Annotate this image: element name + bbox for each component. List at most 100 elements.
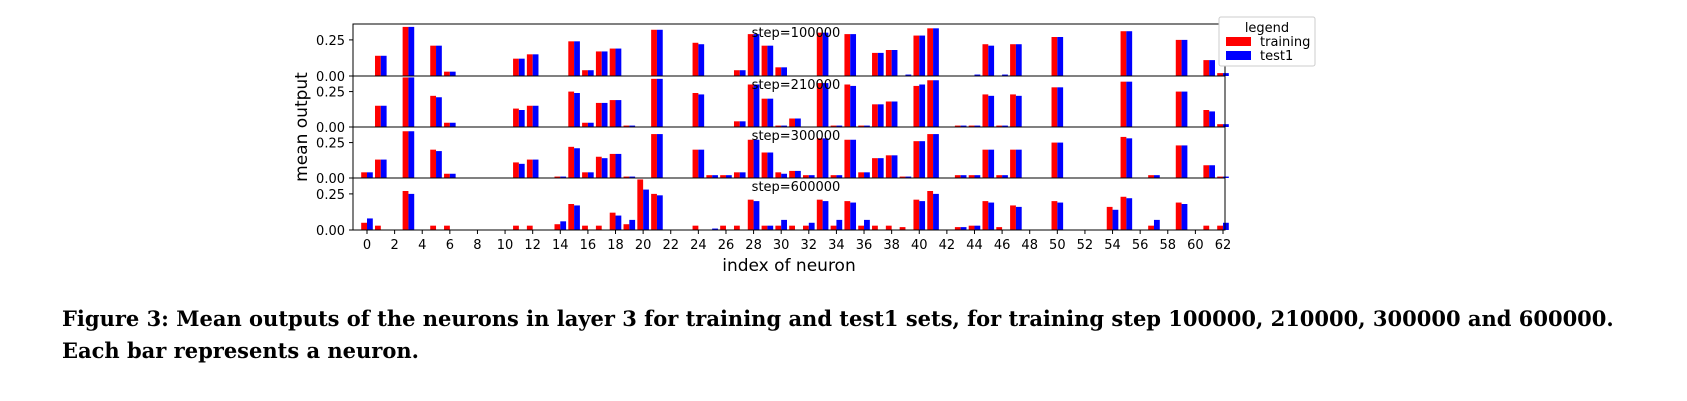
x-tick-label: 24 — [690, 238, 707, 253]
bar-test1-neuron-46 — [1002, 125, 1008, 127]
bar-training-neuron-35 — [844, 34, 851, 76]
y-axis-label: mean output — [292, 72, 312, 182]
bar-training-neuron-28 — [747, 34, 754, 76]
y-tick-label: 0.00 — [316, 224, 345, 239]
bar-training-neuron-32 — [803, 175, 809, 178]
bar-test1-neuron-21 — [656, 29, 663, 77]
bar-test1-neuron-55 — [1126, 31, 1133, 76]
bar-test1-neuron-20 — [643, 189, 649, 230]
x-tick-label: 38 — [883, 238, 900, 253]
bar-training-neuron-24 — [692, 225, 699, 230]
bar-training-neuron-55 — [1120, 31, 1127, 76]
bar-test1-neuron-16 — [587, 122, 594, 127]
bar-training-neuron-27 — [733, 70, 740, 76]
bar-test1-neuron-33 — [822, 32, 829, 76]
panel-title: step=100000 — [752, 26, 841, 41]
bar-training-neuron-18 — [609, 100, 616, 127]
x-tick-label: 60 — [1187, 238, 1204, 253]
x-tick-label: 0 — [363, 238, 371, 253]
bar-training-neuron-45 — [982, 149, 989, 178]
bar-test1-neuron-3 — [408, 77, 415, 127]
bar-training-neuron-19 — [623, 125, 630, 127]
bar-test1-neuron-29 — [767, 98, 774, 127]
bar-test1-neuron-45 — [988, 95, 995, 127]
bar-test1-neuron-32 — [808, 175, 815, 178]
bar-test1-neuron-62 — [1223, 222, 1229, 230]
legend-swatch-test1 — [1226, 51, 1251, 60]
x-tick-label: 32 — [801, 238, 818, 253]
bar-test1-neuron-35 — [850, 85, 857, 127]
bar-training-neuron-28 — [747, 199, 754, 230]
bar-training-neuron-14 — [554, 224, 561, 230]
x-tick-label: 6 — [446, 238, 454, 253]
bar-test1-neuron-1 — [380, 55, 387, 76]
bar-training-neuron-47 — [1010, 149, 1016, 178]
bar-test1-neuron-40 — [919, 201, 926, 230]
bar-training-neuron-40 — [913, 141, 920, 178]
bar-training-neuron-25 — [706, 175, 713, 178]
bar-training-neuron-31 — [789, 170, 795, 178]
x-tick-label: 52 — [1077, 238, 1094, 253]
bar-training-neuron-47 — [1010, 94, 1016, 127]
bar-test1-neuron-59 — [1181, 39, 1188, 76]
bar-training-neuron-57 — [1148, 225, 1154, 230]
bar-training-neuron-43 — [954, 227, 961, 230]
bar-test1-neuron-45 — [988, 149, 995, 178]
x-tick-label: 36 — [856, 238, 873, 253]
bar-training-neuron-43 — [954, 175, 961, 178]
panel-title: step=600000 — [752, 180, 841, 195]
bar-test1-neuron-45 — [988, 45, 995, 76]
x-tick-label: 22 — [662, 238, 679, 253]
bar-test1-neuron-28 — [753, 201, 760, 230]
bar-training-neuron-6 — [444, 71, 450, 76]
bar-training-neuron-62 — [1217, 176, 1223, 178]
bar-test1-neuron-50 — [1057, 202, 1064, 230]
bar-test1-neuron-34 — [836, 125, 843, 127]
bar-training-neuron-30 — [775, 172, 782, 178]
bar-test1-neuron-38 — [891, 155, 898, 178]
bar-training-neuron-17 — [595, 225, 602, 230]
bar-training-neuron-61 — [1203, 225, 1210, 230]
bar-training-neuron-44 — [968, 125, 975, 127]
bar-training-neuron-41 — [927, 80, 934, 127]
bar-training-neuron-36 — [858, 172, 865, 178]
bar-test1-neuron-24 — [698, 149, 705, 178]
bar-test1-neuron-29 — [767, 45, 774, 76]
bar-test1-neuron-35 — [850, 34, 857, 76]
bar-training-neuron-15 — [568, 41, 575, 76]
bar-test1-neuron-31 — [795, 170, 801, 178]
bar-test1-neuron-44 — [974, 225, 981, 230]
x-tick-label: 30 — [773, 238, 790, 253]
bar-training-neuron-16 — [582, 172, 588, 178]
bar-training-neuron-57 — [1148, 175, 1154, 178]
bar-training-neuron-3 — [402, 131, 409, 178]
bar-test1-neuron-38 — [891, 50, 898, 76]
bar-training-neuron-39 — [899, 176, 906, 178]
bar-training-neuron-38 — [885, 155, 892, 178]
x-tick-label: 54 — [1104, 238, 1121, 253]
bar-test1-neuron-6 — [449, 71, 456, 76]
bar-training-neuron-47 — [1010, 205, 1016, 230]
bar-test1-neuron-32 — [808, 222, 815, 230]
legend-swatch-training — [1226, 37, 1251, 46]
bar-test1-neuron-47 — [1015, 44, 1022, 76]
y-tick-label: 0.25 — [316, 137, 345, 152]
bar-training-neuron-43 — [954, 125, 961, 127]
x-tick-label: 28 — [745, 238, 762, 253]
bar-training-neuron-38 — [885, 50, 892, 76]
bar-training-neuron-29 — [761, 225, 768, 230]
bar-training-neuron-5 — [430, 95, 437, 127]
bar-training-neuron-61 — [1203, 165, 1210, 178]
bar-test1-neuron-30 — [781, 125, 787, 127]
bar-training-neuron-38 — [885, 225, 892, 230]
bar-test1-neuron-43 — [960, 227, 967, 230]
bar-training-neuron-5 — [430, 45, 437, 76]
bar-training-neuron-3 — [402, 26, 409, 76]
bar-test1-neuron-15 — [574, 148, 580, 178]
bar-training-neuron-27 — [733, 121, 740, 127]
bar-test1-neuron-21 — [656, 78, 663, 127]
bar-test1-neuron-6 — [449, 122, 456, 127]
bar-test1-neuron-21 — [656, 134, 663, 178]
panel-title: step=210000 — [752, 78, 841, 93]
bar-test1-neuron-27 — [739, 121, 746, 127]
